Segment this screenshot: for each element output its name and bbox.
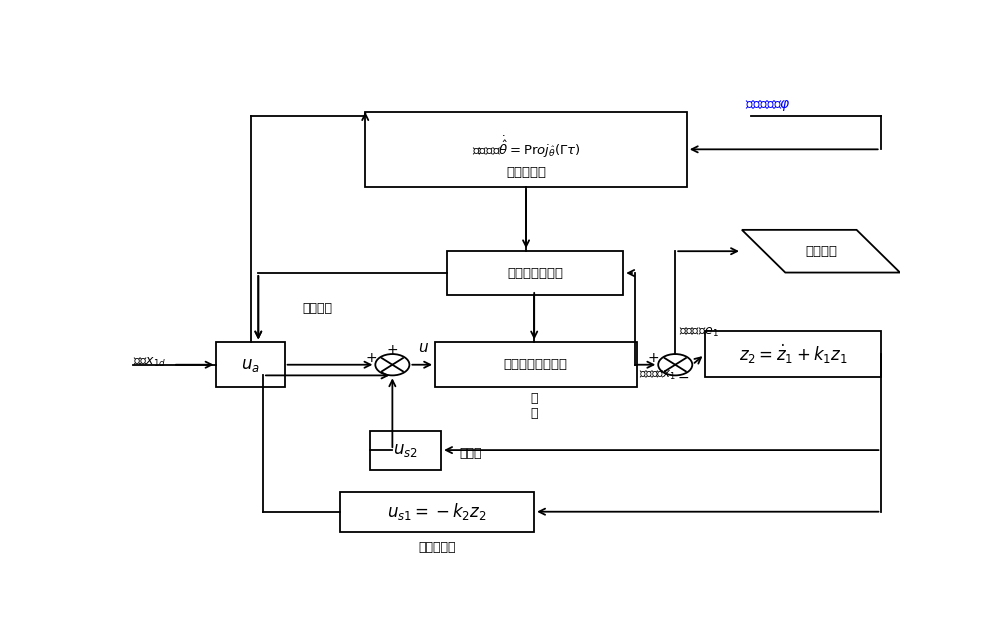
Text: 不连续映射: 不连续映射 [506, 166, 546, 179]
Text: $u$: $u$ [418, 340, 429, 355]
Bar [705, 331, 881, 377]
Text: +: + [366, 351, 377, 365]
Text: 干
扰: 干 扰 [530, 392, 538, 420]
Bar [447, 251, 623, 295]
Bar [365, 112, 687, 187]
Text: −: − [677, 371, 689, 386]
Text: 电机位置伺服系统: 电机位置伺服系统 [504, 358, 568, 371]
Text: 线性反馈项: 线性反馈项 [419, 541, 456, 554]
Text: 期望$x_{1d}$: 期望$x_{1d}$ [133, 356, 166, 369]
Text: 参数回归器$\varphi$: 参数回归器$\varphi$ [745, 98, 791, 113]
Text: 状态估计: 状态估计 [302, 302, 332, 315]
Bar [370, 431, 441, 469]
Text: +: + [387, 343, 398, 357]
Bar [216, 343, 285, 387]
Bar [340, 492, 534, 532]
Text: 高阶滑模微分器: 高阶滑模微分器 [507, 266, 563, 280]
Text: $u_{s2}$: $u_{s2}$ [393, 441, 418, 459]
Text: $u_a$: $u_a$ [241, 356, 260, 374]
Text: 跟踪误差$e_1$: 跟踪误差$e_1$ [679, 326, 719, 339]
Text: 鲁棒项: 鲁棒项 [460, 447, 482, 461]
Text: $z_2=\dot{z}_1+k_1z_1$: $z_2=\dot{z}_1+k_1z_1$ [739, 343, 848, 366]
Text: 输出位置$x_1$: 输出位置$x_1$ [639, 369, 676, 382]
Bar [435, 343, 637, 387]
Text: 参数估计$\dot{\hat{\theta}}=\mathrm{Pr}oj_{\hat{\theta}}(\Gamma\tau)$: 参数估计$\dot{\hat{\theta}}=\mathrm{Pr}oj_{\… [472, 134, 581, 160]
Text: 性能描述: 性能描述 [805, 244, 837, 258]
Text: +: + [648, 351, 659, 365]
Text: $u_{s1}=-k_2z_2$: $u_{s1}=-k_2z_2$ [387, 501, 487, 522]
